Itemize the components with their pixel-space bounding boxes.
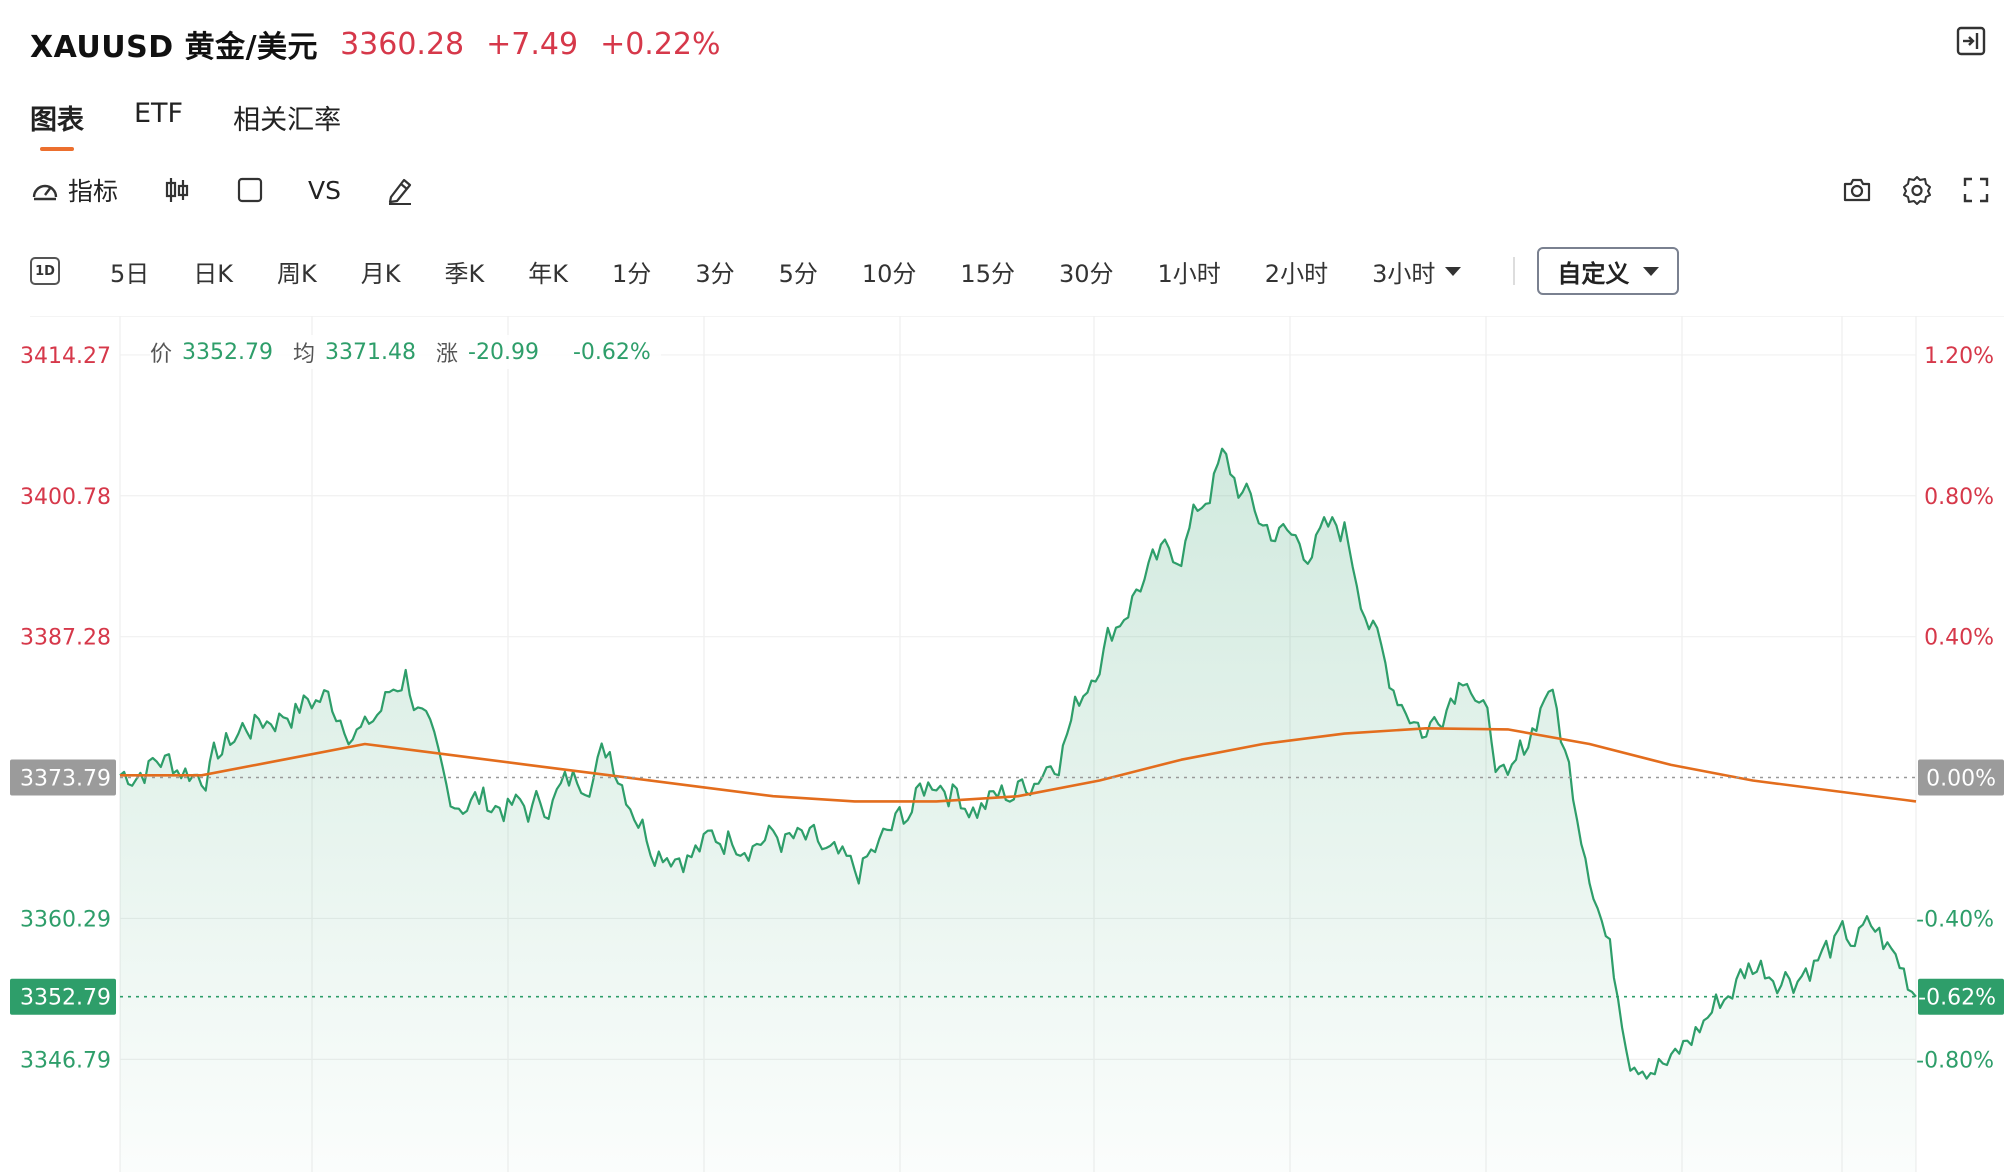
compare-label: VS [308,175,341,205]
info-price-value: 3352.79 [182,339,273,365]
draw-button[interactable] [385,175,415,205]
tab-chart[interactable]: 图表 [30,98,84,151]
custom-period-label: 自定义 [1557,259,1630,288]
pen-icon [388,178,412,205]
period-selector: 1D 5日 日K 周K 月K 季K 年K 1分 3分 5分 10分 15分 30… [30,246,1680,296]
prev-close-percent-label-bg [1918,759,2004,796]
prev-close-percent-label: 0.00% [1926,767,1996,792]
info-price-key: 价 [150,342,173,367]
current-price-label-bg [10,978,116,1015]
period-15min[interactable]: 15分 [960,259,1015,288]
current-percent-label-bg [1918,978,2004,1015]
fullscreen-icon[interactable] [1962,176,1990,204]
current-percent-label: -0.62% [1918,986,1996,1011]
info-avg-key: 均 [293,342,316,367]
tab-related-rates[interactable]: 相关汇率 [233,105,342,136]
period-30min[interactable]: 30分 [1058,259,1114,288]
quote-header: XAUUSD 黄金/美元 3360.28 +7.49 +0.22% [30,22,721,66]
period-3h-label: 3小时 [1372,259,1436,288]
period-3min[interactable]: 3分 [695,259,735,288]
caret-down-icon [1643,266,1660,276]
info-change-percent: -0.62% [572,339,651,365]
period-1d[interactable]: 1D [30,257,60,285]
period-5min[interactable]: 5分 [778,259,818,288]
info-change-key: 涨 [436,342,459,367]
price-change: +7.49 [486,26,579,62]
camera-icon[interactable] [1842,175,1872,205]
price-chart-svg[interactable]: 3414.27 1.20% 3400.78 0.80% 3387.28 0.40% 3360… [0,316,2014,1172]
price-chart[interactable]: 3414.27 1.20% 3400.78 0.80% 3387.28 0.40% 3360… [0,316,2014,1172]
square-icon [237,177,263,203]
period-1min[interactable]: 1分 [612,259,652,288]
y-tick-percent-label: 0.80% [1924,485,1994,510]
period-2h[interactable]: 2小时 [1264,259,1329,288]
info-change-value: -20.99 [468,339,539,365]
symbol-title: XAUUSD 黄金/美元 [30,30,319,65]
period-3h-dropdown[interactable]: 3小时 [1372,254,1462,289]
exit-panel-icon[interactable] [1956,26,1986,56]
period-daily[interactable]: 日K [193,259,234,288]
crosshair-info: 价 3352.79 均 3371.48 涨 -20.99 -0.62% [150,335,661,369]
y-tick-label: 3346.79 [20,1048,111,1073]
y-tick-label: 3400.78 [20,485,111,510]
compare-button[interactable]: VS [308,176,341,205]
current-price-label: 3352.79 [20,986,111,1011]
period-1h[interactable]: 1小时 [1157,259,1221,288]
indicator-button[interactable]: 指标 [30,172,118,208]
custom-period-dropdown[interactable]: 自定义 [1537,247,1680,295]
candlestick-button[interactable] [162,175,192,205]
price-area-fill [120,448,1916,1172]
info-avg-value: 3371.48 [325,339,416,365]
average-line [120,727,1917,803]
chart-toolbar: 指标 VS [30,170,415,210]
y-tick-label: 3387.28 [20,626,111,651]
period-5d[interactable]: 5日 [110,259,150,288]
gauge-icon [32,184,58,201]
y-tick-percent-label: -0.40% [1916,907,1994,932]
period-yearly[interactable]: 年K [528,259,569,288]
price-line [119,447,1917,1080]
y-tick-percent-label: 1.20% [1924,344,1994,369]
last-price: 3360.28 [340,26,465,62]
candlestick-icon [165,178,189,202]
prev-close-label-bg [10,759,116,796]
price-change-percent: +0.22% [600,26,721,62]
prev-close-label: 3373.79 [20,767,111,792]
y-tick-percent-label: 0.40% [1924,626,1994,651]
main-tabs: 图表 ETF 相关汇率 [30,98,341,151]
y-tick-percent-label: -0.80% [1916,1048,1994,1073]
period-divider [1513,257,1516,285]
tab-etf[interactable]: ETF [134,98,184,129]
period-10min[interactable]: 10分 [861,259,917,288]
period-quarterly[interactable]: 季K [444,259,485,288]
period-weekly[interactable]: 周K [277,259,317,288]
y-tick-label: 3414.27 [20,344,111,369]
settings-gear-icon[interactable] [1902,175,1932,205]
shape-button[interactable] [236,176,264,204]
caret-down-icon [1445,266,1462,276]
period-monthly[interactable]: 月K [360,259,401,288]
indicator-label: 指标 [68,177,119,206]
chart-toolbar-right [1842,170,1990,210]
y-tick-label: 3360.29 [20,907,111,932]
